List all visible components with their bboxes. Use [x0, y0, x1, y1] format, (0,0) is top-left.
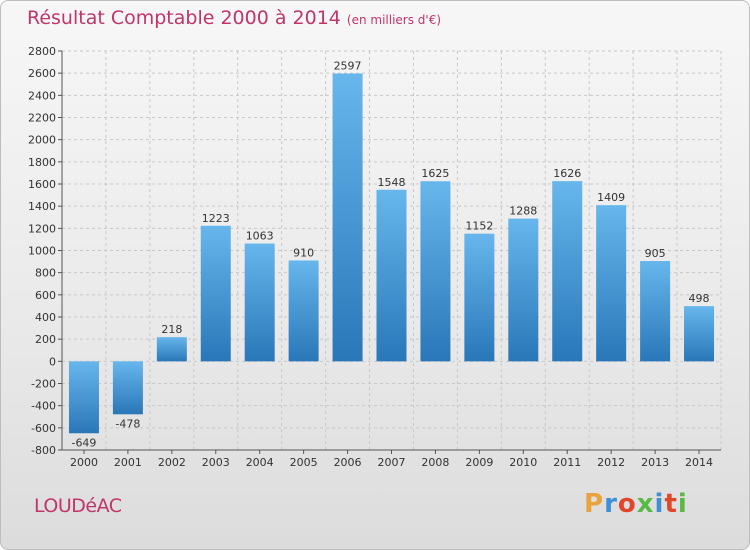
logo-letter: i [677, 489, 688, 519]
data-label-2001: -478 [115, 417, 140, 430]
bar-2005[interactable] [288, 260, 319, 362]
bar-2003[interactable] [200, 225, 231, 362]
y-tick-label: 2800 [28, 45, 56, 58]
bar-2010[interactable] [508, 218, 539, 362]
x-tick-label: 2001 [114, 456, 142, 469]
y-tick-label: 2200 [28, 112, 56, 125]
logo-letter: o [617, 489, 637, 519]
x-tick-label: 2008 [421, 456, 449, 469]
data-label-2006: 2597 [334, 59, 362, 72]
chart-subtitle: (en milliers d'€) [346, 13, 442, 27]
bar-2013[interactable] [640, 261, 671, 362]
x-tick-label: 2004 [246, 456, 274, 469]
bar-2002[interactable] [156, 337, 187, 362]
logo-letter: t [664, 489, 678, 519]
y-tick-label: 1600 [28, 178, 56, 191]
y-tick-label: -600 [31, 422, 56, 435]
chart-title-text: Résultat Comptable 2000 à 2014 [27, 7, 341, 29]
data-labels: -649 -478 218 1223 1063 910 2597 1548 1625 1152 12… [71, 59, 709, 449]
data-label-2013: 905 [645, 247, 666, 260]
y-tick-label: 2600 [28, 67, 56, 80]
y-tick-label: -400 [31, 400, 56, 413]
bars [68, 73, 715, 434]
y-tick-label: 200 [35, 333, 56, 346]
data-label-2012: 1409 [597, 191, 625, 204]
data-label-2005: 910 [293, 246, 314, 259]
y-tick-label: 1400 [28, 200, 56, 213]
x-tick-label: 2013 [641, 456, 669, 469]
x-tick-label: 2005 [290, 456, 318, 469]
y-tick-label: -800 [31, 444, 56, 457]
bar-2008[interactable] [420, 181, 451, 362]
data-label-2002: 218 [161, 323, 182, 336]
x-tick-label: 2009 [465, 456, 493, 469]
y-tick-label: 400 [35, 311, 56, 324]
logo-letter: x [636, 489, 655, 519]
data-label-2010: 1288 [509, 205, 537, 218]
data-label-2011: 1626 [553, 167, 581, 180]
bar-2009[interactable] [464, 233, 495, 362]
data-label-2003: 1223 [202, 212, 230, 225]
y-tick-label: 1800 [28, 156, 56, 169]
y-tick-label: 1200 [28, 222, 56, 235]
x-tick-label: 2012 [597, 456, 625, 469]
x-tick-label: 2002 [158, 456, 186, 469]
x-tick-label: 2014 [685, 456, 713, 469]
logo-letter: r [604, 489, 618, 519]
data-label-2014: 498 [689, 292, 710, 305]
bar-2014[interactable] [684, 306, 715, 362]
logo-letter: P [584, 489, 605, 519]
x-tick-label: 2010 [509, 456, 537, 469]
y-tick-label: 2000 [28, 134, 56, 147]
x-tick-label: 2006 [334, 456, 362, 469]
bar-2000[interactable] [68, 361, 99, 434]
bar-2006[interactable] [332, 73, 363, 362]
bar-2001[interactable] [112, 361, 143, 415]
data-label-2000: -649 [71, 436, 96, 449]
proxiti-logo[interactable]: Proxiti [584, 489, 688, 519]
data-label-2007: 1548 [378, 176, 406, 189]
y-tick-label: 800 [35, 267, 56, 280]
chart-title: Résultat Comptable 2000 à 2014 (en millie… [27, 7, 441, 29]
x-tick-label: 2007 [378, 456, 406, 469]
axes: -800 -600 -400 -200 0 200 400 600 800 1000 1200 140… [28, 45, 721, 469]
bar-2012[interactable] [596, 205, 627, 362]
data-label-2009: 1152 [465, 220, 493, 233]
bar-2011[interactable] [552, 181, 583, 362]
bar-2004[interactable] [244, 243, 275, 362]
y-tick-label: 2400 [28, 89, 56, 102]
x-tick-label: 2011 [553, 456, 581, 469]
data-label-2008: 1625 [421, 167, 449, 180]
logo-letter: i [654, 489, 665, 519]
x-tick-label: 2003 [202, 456, 230, 469]
y-tick-label: 0 [49, 355, 56, 368]
x-tick-label: 2000 [70, 456, 98, 469]
y-tick-label: 600 [35, 289, 56, 302]
y-tick-label: 1000 [28, 245, 56, 258]
y-tick-label: -200 [31, 378, 56, 391]
bar-2007[interactable] [376, 189, 407, 362]
data-label-2004: 1063 [246, 230, 274, 243]
town-name: LOUDéAC [34, 495, 122, 517]
